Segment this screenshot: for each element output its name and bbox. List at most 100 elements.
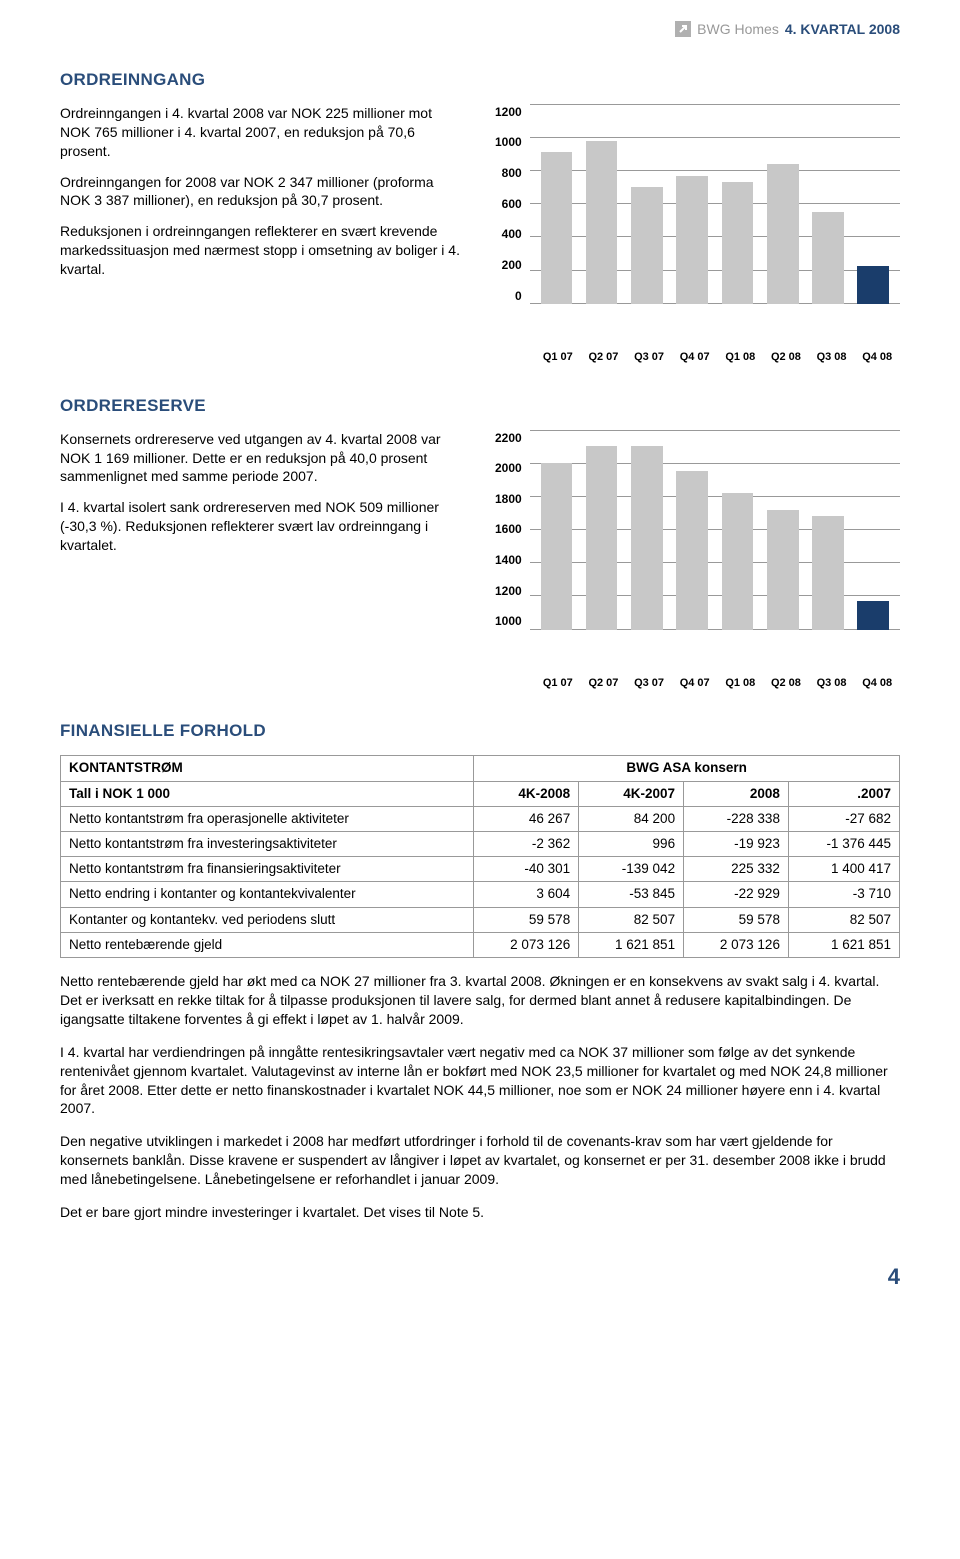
ordreinngang-chart: 120010008006004002000 Q1 07Q2 07Q3 07Q4 … <box>495 104 900 365</box>
bar <box>767 510 799 630</box>
cell: 225 332 <box>684 857 789 882</box>
header-quarter: 4. KVARTAL 2008 <box>785 20 900 39</box>
cell: 82 507 <box>579 907 684 932</box>
y-axis: 2200200018001600140012001000 <box>495 430 530 630</box>
bar-item <box>851 430 896 630</box>
ordreinngang-text: Ordreinngangen i 4. kvartal 2008 var NOK… <box>60 104 465 291</box>
table-row: Kontanter og kontantekv. ved periodens s… <box>61 907 900 932</box>
bar-item <box>715 430 760 630</box>
x-tick-label: Q1 07 <box>535 676 581 691</box>
ordrereserve-row: Konsernets ordrereserve ved utgangen av … <box>60 430 900 691</box>
cell: 3 604 <box>474 882 579 907</box>
table-row: Netto kontantstrøm fra investeringsaktiv… <box>61 832 900 857</box>
cell: -19 923 <box>684 832 789 857</box>
bar <box>767 164 799 304</box>
bar-item <box>670 104 715 304</box>
paragraph: Ordreinngangen for 2008 var NOK 2 347 mi… <box>60 173 465 211</box>
column-header: 4K-2008 <box>474 781 579 806</box>
paragraph: Det er bare gjort mindre investeringer i… <box>60 1203 900 1222</box>
bar-item <box>534 104 579 304</box>
cell: 1 400 417 <box>788 857 899 882</box>
cell: -2 362 <box>474 832 579 857</box>
y-tick-label: 1600 <box>495 521 522 537</box>
cell: 2 073 126 <box>474 932 579 957</box>
cell: -228 338 <box>684 806 789 831</box>
bar-item <box>851 104 896 304</box>
bar <box>586 141 618 304</box>
cell: 2 073 126 <box>684 932 789 957</box>
table-title-cell: KONTANTSTRØM <box>61 756 474 781</box>
y-tick-label: 1200 <box>495 104 522 120</box>
cell: -1 376 445 <box>788 832 899 857</box>
x-tick-label: Q3 07 <box>626 676 672 691</box>
bar-item <box>579 430 624 630</box>
row-label: Netto rentebærende gjeld <box>61 932 474 957</box>
row-label: Kontanter og kontantekv. ved periodens s… <box>61 907 474 932</box>
x-tick-label: Q1 07 <box>535 350 581 365</box>
ordrereserve-chart: 2200200018001600140012001000 Q1 07Q2 07Q… <box>495 430 900 691</box>
row-label: Netto kontantstrøm fra finansieringsakti… <box>61 857 474 882</box>
table-row: Netto kontantstrøm fra finansieringsakti… <box>61 857 900 882</box>
bar <box>541 463 573 630</box>
bar <box>541 152 573 304</box>
plot-area <box>530 430 900 630</box>
y-axis: 120010008006004002000 <box>495 104 530 304</box>
bar-item <box>624 430 669 630</box>
table-header-row: KONTANTSTRØM BWG ASA konsern <box>61 756 900 781</box>
bar-item <box>579 104 624 304</box>
section-title-ordreinngang: ORDREINNGANG <box>60 69 900 92</box>
konsern-header: BWG ASA konsern <box>474 756 900 781</box>
y-tick-label: 400 <box>502 226 522 242</box>
table-row: Netto endring i kontanter og kontantekvi… <box>61 882 900 907</box>
bar <box>857 601 889 629</box>
bar <box>631 446 663 629</box>
bar-item <box>715 104 760 304</box>
ordreinngang-row: Ordreinngangen i 4. kvartal 2008 var NOK… <box>60 104 900 365</box>
row-label: Netto endring i kontanter og kontantekvi… <box>61 882 474 907</box>
x-tick-label: Q3 08 <box>809 676 855 691</box>
paragraph: Reduksjonen i ordreinngangen reflekterer… <box>60 222 465 279</box>
bar <box>812 516 844 629</box>
row-label: Netto kontantstrøm fra operasjonelle akt… <box>61 806 474 831</box>
paragraph: I 4. kvartal isolert sank ordrereserven … <box>60 498 465 555</box>
paragraph: I 4. kvartal har verdiendringen på inngå… <box>60 1043 900 1119</box>
cell: 1 621 851 <box>788 932 899 957</box>
bar-item <box>805 104 850 304</box>
paragraph: Ordreinngangen i 4. kvartal 2008 var NOK… <box>60 104 465 161</box>
cell: 82 507 <box>788 907 899 932</box>
x-axis-labels: Q1 07Q2 07Q3 07Q4 07Q1 08Q2 08Q3 08Q4 08 <box>495 350 900 365</box>
body-text: Netto rentebærende gjeld har økt med ca … <box>60 972 900 1222</box>
table-row: Netto rentebærende gjeld2 073 1261 621 8… <box>61 932 900 957</box>
column-header: 4K-2007 <box>579 781 684 806</box>
table-subheader-row: Tall i NOK 1 000 4K-20084K-20072008.2007 <box>61 781 900 806</box>
y-tick-label: 600 <box>502 196 522 212</box>
paragraph: Den negative utviklingen i markedet i 20… <box>60 1132 900 1189</box>
y-tick-label: 1000 <box>495 613 522 629</box>
row-label: Netto kontantstrøm fra investeringsaktiv… <box>61 832 474 857</box>
y-tick-label: 0 <box>515 288 522 304</box>
bar-chart: 120010008006004002000 <box>495 104 900 344</box>
section-title-ordrereserve: ORDRERESERVE <box>60 395 900 418</box>
bar-chart: 2200200018001600140012001000 <box>495 430 900 670</box>
x-tick-label: Q1 08 <box>718 676 764 691</box>
bar <box>676 176 708 304</box>
kontantstrom-table: KONTANTSTRØM BWG ASA konsern Tall i NOK … <box>60 755 900 958</box>
cell: 84 200 <box>579 806 684 831</box>
bar <box>812 212 844 304</box>
x-tick-label: Q2 08 <box>763 676 809 691</box>
plot-area <box>530 104 900 304</box>
cell: -3 710 <box>788 882 899 907</box>
y-tick-label: 1000 <box>495 134 522 150</box>
x-axis-labels: Q1 07Q2 07Q3 07Q4 07Q1 08Q2 08Q3 08Q4 08 <box>495 676 900 691</box>
y-tick-label: 1400 <box>495 552 522 568</box>
y-tick-label: 1800 <box>495 491 522 507</box>
x-tick-label: Q2 07 <box>581 676 627 691</box>
cell: -27 682 <box>788 806 899 831</box>
cell: 46 267 <box>474 806 579 831</box>
bar-item <box>624 104 669 304</box>
table-row: Netto kontantstrøm fra operasjonelle akt… <box>61 806 900 831</box>
x-tick-label: Q4 07 <box>672 350 718 365</box>
y-tick-label: 2000 <box>495 460 522 476</box>
bar <box>722 182 754 304</box>
bar-item <box>760 104 805 304</box>
